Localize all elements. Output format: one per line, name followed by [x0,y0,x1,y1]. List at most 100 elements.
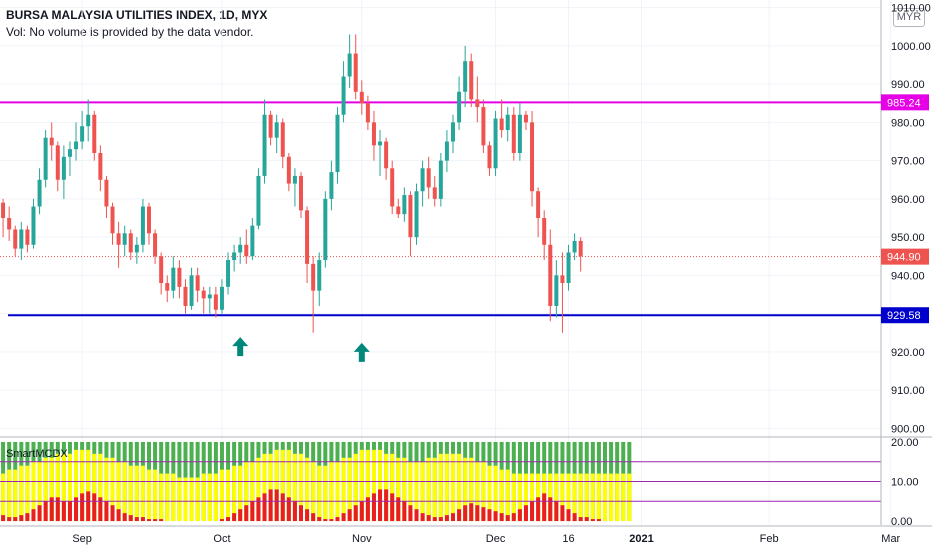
yellow-bar [396,457,401,522]
currency-button[interactable]: MYR [893,8,925,27]
yellow-bar [523,473,528,522]
y-tick-label: 940.00 [891,270,925,282]
yellow-bar [74,449,79,522]
yellow-bar [86,449,91,522]
red-bar [299,505,303,522]
yellow-bar [207,473,212,522]
red-bar [292,501,297,522]
yellow-bar [554,473,559,522]
yellow-bar [1,473,6,522]
red-bar [74,497,79,522]
x-tick-label: Nov [352,533,372,545]
yellow-bar [299,453,303,522]
red-bar [37,505,42,522]
indicator-y-tick-label: 20.00 [891,437,919,449]
red-bar [13,517,18,522]
yellow-bar [572,473,577,522]
red-bar [19,515,24,522]
x-tick-label: 16 [562,533,574,545]
red-bar [438,517,443,522]
red-bar [560,505,565,522]
yellow-bar [153,469,158,522]
candle-body [432,187,437,199]
red-bar [98,497,103,522]
yellow-bar [596,473,601,522]
yellow-bar [311,461,316,522]
red-bar [590,519,595,522]
yellow-bar [335,461,340,522]
yellow-bar [621,473,626,522]
candle-body [292,175,297,184]
yellow-bar [359,449,364,522]
candle-body [523,114,528,123]
red-bar [444,515,449,522]
yellow-bar [98,453,103,522]
yellow-bar [451,453,455,522]
red-bar [530,501,535,522]
candle-body [268,114,273,138]
yellow-bar [262,453,267,522]
red-bar [378,489,383,522]
candle-body [67,149,72,157]
yellow-bar [329,461,334,522]
indicator-y-tick-label: 10.00 [891,477,919,489]
candle-body [219,286,224,310]
red-bar [554,501,559,522]
y-tick-label: 950.00 [891,232,925,244]
yellow-bar [578,473,583,522]
red-bar [323,519,328,522]
yellow-bar [584,473,589,522]
candle-body [408,195,413,238]
red-bar [128,515,133,522]
candle-body [511,114,516,153]
red-bar [7,517,12,522]
y-tick-label: 990.00 [891,79,925,91]
yellow-bar [378,449,383,522]
candle-body [232,252,237,261]
yellow-bar [140,465,145,522]
yellow-bar [128,465,133,522]
yellow-bar [505,469,510,522]
yellow-bar [560,473,565,522]
red-bar [86,491,91,522]
candle-body [536,191,541,218]
yellow-bar [104,457,109,522]
candle-body [86,114,91,127]
yellow-bar [110,457,115,522]
candle-body [493,118,498,169]
candle-body [341,76,346,115]
red-bar [463,505,468,522]
indicator-y-tick-label: 0.00 [891,516,912,528]
red-bar [390,493,395,522]
y-tick-label: 900.00 [891,423,925,435]
red-bar [499,513,504,522]
y-tick-label: 1010.00 [891,3,931,15]
yellow-bar [274,449,279,522]
candle-body [140,206,145,245]
yellow-bar [517,473,522,522]
candle-body [7,218,12,230]
candle-body [378,141,383,146]
red-bar [122,513,127,522]
yellow-bar [365,449,370,522]
red-bar [67,501,72,522]
candle-body [256,175,261,226]
yellow-bar [323,465,328,522]
candle-body [19,229,24,249]
yellow-bar [61,453,66,522]
yellow-bar [31,461,36,522]
candle-body [128,233,133,253]
red-bar [49,497,54,522]
candle-body [49,137,54,146]
yellow-bar [390,453,395,522]
y-tick-label: 970.00 [891,156,925,168]
red-bar [402,501,407,522]
candle-body [457,91,462,123]
yellow-bar [590,473,595,522]
candle-body [475,99,480,108]
level-price-label-bg [881,94,929,111]
candle-body [122,233,127,245]
yellow-bar [432,457,437,522]
candle-body [98,152,103,180]
